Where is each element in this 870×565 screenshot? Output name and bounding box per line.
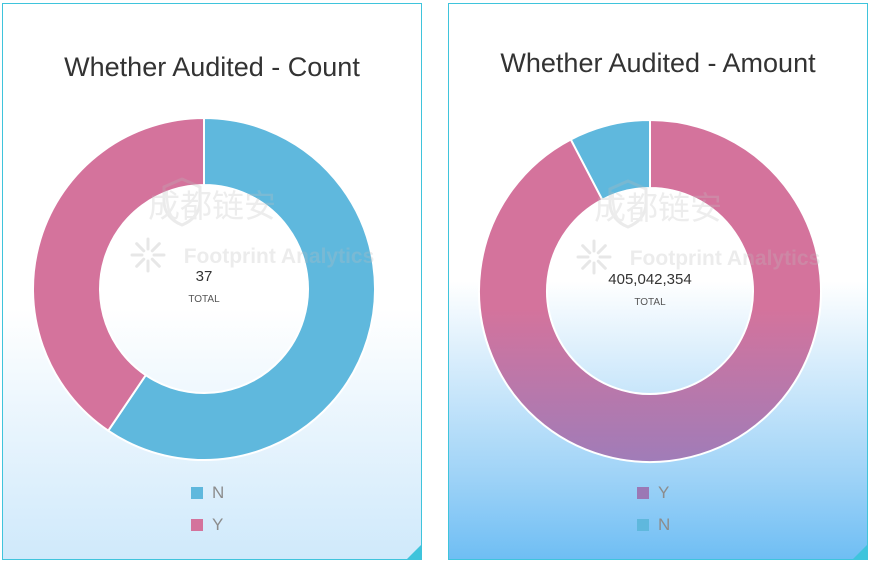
amount-chart-card: Whether Audited - Amount 成都链安 Footprint A…	[448, 3, 868, 560]
chart-title-count: Whether Audited - Count	[64, 52, 360, 82]
legend-swatch-n[interactable]	[637, 519, 649, 531]
total-value: 405,042,354	[608, 271, 691, 288]
slice-y[interactable]	[478, 118, 822, 463]
legend-swatch-y[interactable]	[191, 519, 203, 531]
total-caption: TOTAL	[634, 297, 666, 308]
slice-n[interactable]	[106, 116, 376, 461]
watermark-cn: 成都链安	[148, 187, 276, 225]
shield-icon	[162, 177, 202, 227]
legend-label-y[interactable]: Y	[658, 483, 669, 502]
watermark: 成都链安 Footprint Analytics	[576, 179, 821, 275]
shield-icon	[608, 179, 648, 229]
slice-y[interactable]	[32, 116, 205, 433]
count-chart-card: Whether Audited - Count 成都链安 Footprint An…	[2, 3, 422, 560]
watermark-cn: 成都链安	[594, 189, 722, 227]
chart-title-amount: Whether Audited - Amount	[500, 48, 816, 78]
total-value: 37	[196, 268, 213, 285]
watermark-en: Footprint Analytics	[184, 245, 375, 268]
legend-label-n[interactable]: N	[658, 515, 670, 534]
watermark: 成都链安 Footprint Analytics	[130, 177, 375, 273]
watermark-en: Footprint Analytics	[630, 247, 821, 270]
slice-n[interactable]	[569, 118, 651, 202]
footprint-logo-icon	[576, 239, 612, 275]
total-caption: TOTAL	[188, 294, 220, 305]
legend-swatch-y[interactable]	[637, 487, 649, 499]
legend-swatch-n[interactable]	[191, 487, 203, 499]
legend-label-n[interactable]: N	[212, 483, 224, 502]
legend-label-y[interactable]: Y	[212, 515, 223, 534]
footprint-logo-icon	[130, 237, 166, 273]
